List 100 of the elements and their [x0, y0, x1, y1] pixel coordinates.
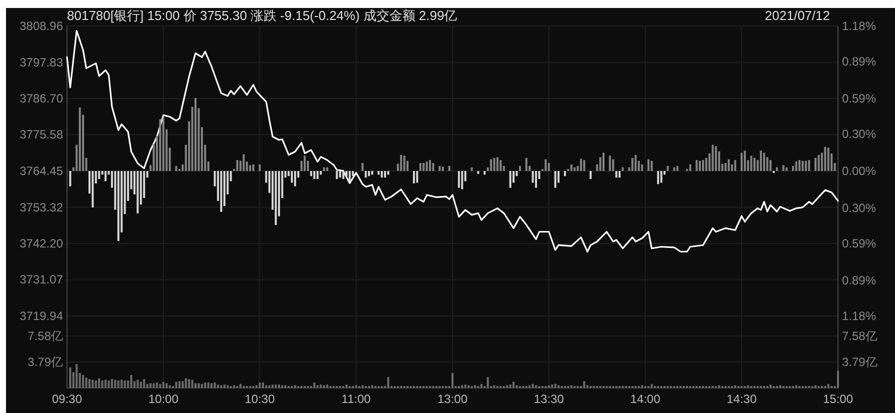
bar [432, 162, 434, 171]
bar [378, 171, 380, 175]
bar [117, 171, 120, 242]
bar [198, 383, 200, 388]
bar [78, 107, 81, 171]
bar [281, 385, 284, 388]
bar [326, 167, 328, 171]
bar [274, 384, 277, 388]
bar [403, 156, 406, 171]
bar [387, 171, 390, 175]
x-tick-label: 15:00 [822, 392, 854, 406]
y2-tick-label: 0.30% [842, 200, 876, 215]
bar [236, 160, 238, 171]
y2-tick-label: 7.58亿 [842, 329, 878, 344]
bar [69, 367, 72, 388]
bar [641, 385, 644, 388]
bar [150, 383, 152, 388]
bar [265, 385, 268, 388]
bar [583, 160, 586, 171]
bar [175, 166, 178, 171]
bar [320, 384, 322, 388]
bar [249, 165, 252, 171]
x-tick-label: 14:00 [630, 392, 661, 406]
bar [558, 385, 560, 388]
bar [599, 157, 602, 171]
bar [216, 384, 219, 388]
bar [426, 162, 428, 171]
bar [101, 380, 104, 388]
x-tick-label: 10:00 [148, 392, 179, 406]
bar [278, 384, 280, 388]
y2-tick-label: 0.89% [842, 54, 876, 69]
bar [114, 380, 116, 388]
bar [740, 152, 743, 171]
bar [766, 157, 768, 171]
bar [509, 171, 512, 188]
bar [490, 159, 492, 171]
bar [763, 152, 766, 171]
x-tick-label: 13:30 [534, 392, 564, 406]
bar [622, 167, 624, 171]
bar [140, 382, 142, 388]
bar [76, 364, 78, 388]
bar [362, 162, 364, 171]
bar [304, 156, 306, 171]
bar [258, 164, 261, 171]
bar [676, 166, 678, 171]
bar [586, 385, 588, 388]
bar [770, 384, 772, 388]
bar [518, 166, 521, 171]
bar [342, 171, 344, 180]
bar [323, 167, 325, 171]
bar [808, 160, 810, 171]
bar [178, 381, 180, 388]
x-tick-label: 09:30 [52, 392, 82, 406]
bar [242, 154, 245, 171]
y-tick-label: 3775.58 [20, 128, 64, 142]
bar [696, 160, 698, 171]
bar [827, 384, 830, 388]
bar [416, 171, 418, 183]
x-tick-label: 13:00 [437, 392, 468, 406]
y-tick-label: 7.58亿 [28, 329, 63, 344]
bar [480, 384, 482, 388]
bar [226, 385, 229, 388]
bar [714, 146, 717, 171]
bar [162, 118, 164, 171]
bar [532, 384, 534, 388]
bar [143, 379, 146, 388]
bar [464, 384, 466, 388]
bar [544, 159, 547, 171]
bar [786, 167, 788, 171]
bar [316, 171, 319, 180]
x-tick-label: 10:30 [244, 392, 276, 406]
bar [220, 385, 222, 388]
bar [422, 162, 425, 171]
bar [162, 382, 164, 388]
y2-tick-label: 1.18% [842, 19, 876, 33]
bar [272, 384, 274, 388]
bar [496, 157, 498, 171]
y2-tick-label: 0.00% [842, 164, 876, 178]
bar [673, 167, 676, 171]
bar [384, 171, 386, 178]
bar [94, 380, 97, 388]
bar [320, 171, 322, 175]
bar [705, 158, 708, 171]
bar [506, 385, 508, 388]
bar [175, 382, 178, 388]
bar [339, 171, 342, 178]
bar [200, 384, 203, 388]
y2-tick-label: 0.59% [842, 236, 876, 250]
bar [728, 159, 730, 171]
bar [551, 384, 554, 388]
bar [612, 159, 614, 171]
bar [734, 160, 736, 171]
bar [657, 171, 660, 184]
bar [380, 171, 383, 178]
y-tick-label: 3731.07 [20, 272, 64, 287]
bar [294, 385, 296, 388]
bar [348, 171, 351, 182]
bar [776, 167, 778, 171]
bar [136, 380, 139, 388]
bar [615, 171, 618, 178]
